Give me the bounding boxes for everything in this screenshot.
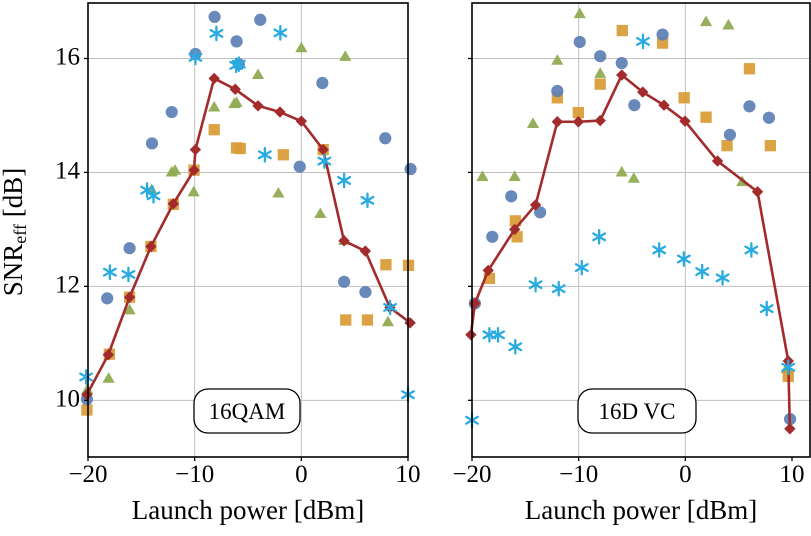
svg-text:−20: −20 bbox=[452, 461, 491, 488]
svg-text:0: 0 bbox=[679, 461, 692, 488]
svg-text:−10: −10 bbox=[175, 461, 214, 488]
svg-text:Launch power [dBm]: Launch power [dBm] bbox=[132, 495, 364, 525]
svg-text:0: 0 bbox=[295, 461, 308, 488]
svg-text:−20: −20 bbox=[68, 461, 107, 488]
svg-text:−10: −10 bbox=[559, 461, 598, 488]
svg-text:12: 12 bbox=[55, 271, 80, 298]
svg-text:10: 10 bbox=[780, 461, 805, 488]
svg-text:10: 10 bbox=[55, 385, 80, 412]
svg-text:16QAM: 16QAM bbox=[209, 399, 286, 424]
svg-text:16D VC: 16D VC bbox=[599, 399, 676, 424]
svg-text:14: 14 bbox=[55, 157, 81, 184]
svg-text:10: 10 bbox=[396, 461, 421, 488]
svg-text:Launch power [dBm]: Launch power [dBm] bbox=[525, 495, 757, 525]
svg-text:16: 16 bbox=[55, 44, 80, 71]
